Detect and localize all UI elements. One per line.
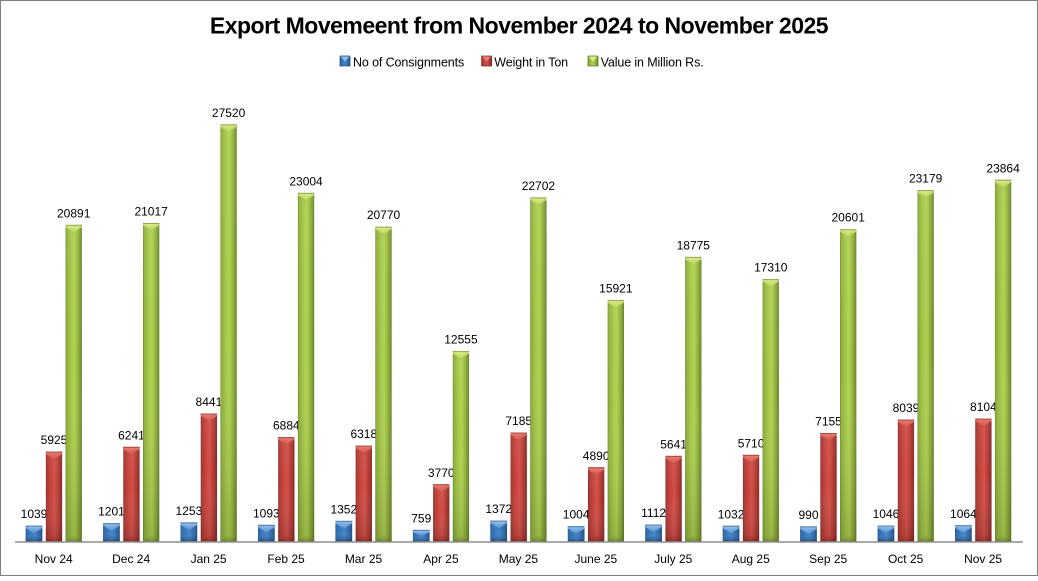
svg-text:Nov 24: Nov 24: [35, 552, 73, 566]
svg-text:1064: 1064: [950, 507, 977, 521]
svg-text:22702: 22702: [522, 179, 556, 193]
svg-text:23864: 23864: [986, 161, 1020, 175]
svg-text:Jan 25: Jan 25: [191, 552, 227, 566]
svg-text:Feb 25: Feb 25: [267, 552, 305, 566]
svg-text:12555: 12555: [444, 333, 478, 347]
svg-text:8104: 8104: [970, 400, 997, 414]
svg-text:1093: 1093: [253, 506, 280, 520]
svg-text:4890: 4890: [583, 449, 610, 463]
svg-text:Oct 25: Oct 25: [888, 552, 924, 566]
svg-text:15921: 15921: [599, 282, 633, 296]
svg-text:20770: 20770: [367, 208, 401, 222]
svg-text:1004: 1004: [563, 508, 590, 522]
svg-text:27520: 27520: [212, 106, 246, 120]
svg-text:18775: 18775: [677, 238, 711, 252]
svg-text:990: 990: [798, 508, 818, 522]
svg-text:1372: 1372: [485, 502, 512, 516]
svg-text:Sep 25: Sep 25: [809, 552, 847, 566]
svg-text:1032: 1032: [718, 507, 745, 521]
svg-text:June 25: June 25: [574, 552, 617, 566]
svg-text:17310: 17310: [754, 261, 788, 275]
svg-text:Export Movemeent from November: Export Movemeent from November 2024 to N…: [210, 13, 829, 39]
svg-text:July 25: July 25: [654, 552, 692, 566]
svg-text:5641: 5641: [660, 437, 687, 451]
svg-text:Mar 25: Mar 25: [345, 552, 383, 566]
svg-text:3770: 3770: [428, 466, 455, 480]
svg-text:5710: 5710: [738, 436, 765, 450]
svg-text:1201: 1201: [98, 505, 125, 519]
svg-text:20601: 20601: [832, 211, 866, 225]
svg-text:1112: 1112: [641, 506, 666, 520]
svg-text:Apr 25: Apr 25: [423, 552, 459, 566]
svg-text:Nov 25: Nov 25: [964, 552, 1002, 566]
svg-text:Aug 25: Aug 25: [732, 552, 770, 566]
svg-text:No of Consignments: No of Consignments: [353, 56, 464, 70]
svg-text:1039: 1039: [21, 507, 48, 521]
svg-text:Weight in Ton: Weight in Ton: [494, 56, 568, 70]
svg-text:1046: 1046: [873, 507, 900, 521]
svg-text:759: 759: [411, 511, 431, 525]
svg-text:23004: 23004: [289, 174, 323, 188]
svg-text:8039: 8039: [893, 401, 920, 415]
svg-text:21017: 21017: [134, 204, 168, 218]
svg-text:6318: 6318: [350, 427, 377, 441]
svg-text:May 25: May 25: [499, 552, 539, 566]
svg-text:Value in Million Rs.: Value in Million Rs.: [601, 56, 704, 70]
svg-text:1352: 1352: [330, 502, 357, 516]
svg-text:8441: 8441: [196, 395, 223, 409]
svg-text:23179: 23179: [909, 172, 943, 186]
svg-text:20891: 20891: [57, 206, 91, 220]
svg-text:7155: 7155: [815, 414, 842, 428]
svg-text:Dec 24: Dec 24: [112, 552, 150, 566]
svg-text:7185: 7185: [505, 414, 532, 428]
svg-text:1253: 1253: [176, 504, 203, 518]
svg-text:6241: 6241: [118, 428, 145, 442]
svg-text:6884: 6884: [273, 419, 300, 433]
svg-text:5925: 5925: [41, 433, 68, 447]
